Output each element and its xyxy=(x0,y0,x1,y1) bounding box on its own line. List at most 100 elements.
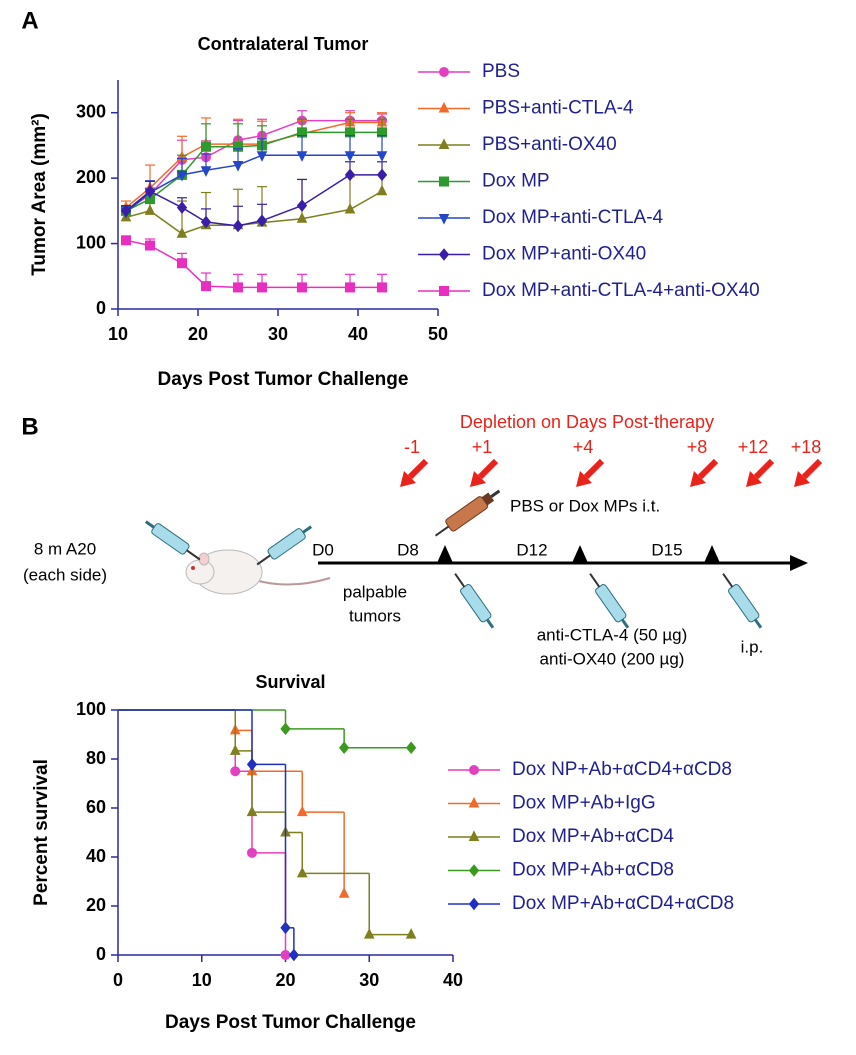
data-point xyxy=(257,282,267,293)
legend-marker xyxy=(438,101,450,113)
data-point xyxy=(296,151,308,162)
injection-label: PBS or Dox MPs i.t. xyxy=(510,496,660,515)
depletion-title: Depletion on Days Post-therapy xyxy=(460,412,714,432)
depletion-arrows xyxy=(400,458,823,487)
data-point xyxy=(201,281,211,292)
timeline-marker xyxy=(704,545,720,563)
data-point xyxy=(376,151,388,162)
x-tick-label: 30 xyxy=(268,324,288,344)
timepoint: D0 xyxy=(312,540,334,559)
data-point xyxy=(338,887,350,898)
data-point xyxy=(288,948,300,962)
timeline-marker xyxy=(572,545,588,563)
x-tick-label: 40 xyxy=(348,324,368,344)
y-tick-label: 100 xyxy=(76,232,106,252)
x-tick-label: 20 xyxy=(188,324,208,344)
data-point xyxy=(256,214,268,227)
data-point xyxy=(344,151,356,162)
data-point xyxy=(296,866,308,878)
y-tick-label: 40 xyxy=(86,846,106,866)
series-line xyxy=(125,190,383,235)
data-point xyxy=(200,215,212,229)
panel-label: B xyxy=(21,413,38,440)
data-point xyxy=(256,151,268,162)
x-tick-label: 10 xyxy=(108,324,128,344)
data-point xyxy=(376,184,388,196)
x-tick-label: 10 xyxy=(192,970,212,990)
timeline-arrow xyxy=(790,555,808,571)
legend-marker xyxy=(469,765,479,775)
legend-label: PBS xyxy=(482,61,520,82)
route-label: i.p. xyxy=(741,637,764,656)
syringes xyxy=(144,520,763,629)
data-point xyxy=(296,805,308,817)
legend-marker xyxy=(439,286,449,296)
y-tick-label: 0 xyxy=(96,944,106,964)
x-tick-label: 0 xyxy=(113,970,123,990)
legend-marker xyxy=(439,176,449,187)
legend-marker xyxy=(438,248,450,261)
timepoint: D12 xyxy=(516,540,547,559)
depletion-day: +12 xyxy=(738,437,769,457)
legend-marker xyxy=(468,864,480,877)
data-point xyxy=(297,282,307,293)
data-point xyxy=(144,184,156,198)
legend-marker xyxy=(468,897,480,911)
data-point xyxy=(246,758,258,771)
syringe-it xyxy=(434,489,501,537)
data-point xyxy=(201,141,211,152)
panel-label: A xyxy=(21,7,38,34)
data-point xyxy=(296,212,308,223)
series-line xyxy=(125,154,382,213)
legend-label: Dox MP+Ab+αCD4 xyxy=(512,826,674,847)
x-tick-label: 30 xyxy=(359,970,379,990)
y-tick-label: 80 xyxy=(86,748,106,768)
data-point xyxy=(405,928,417,939)
data-point xyxy=(296,199,308,212)
data-point xyxy=(344,202,356,214)
data-point xyxy=(345,282,355,293)
data-point xyxy=(247,847,257,858)
data-point xyxy=(246,805,258,817)
antibody-label: anti-OX40 (200 µg) xyxy=(540,649,685,668)
x-axis-label: Days Post Tumor Challenge xyxy=(165,1012,416,1033)
data-point xyxy=(177,258,187,269)
palpable-label: tumors xyxy=(349,606,401,625)
data-point xyxy=(176,227,188,238)
y-tick-label: 0 xyxy=(96,298,106,318)
y-tick-label: 300 xyxy=(76,101,106,121)
series-line xyxy=(125,174,382,227)
data-point xyxy=(229,744,241,755)
data-point xyxy=(377,282,387,293)
legend-label: Dox MP+Ab+IgG xyxy=(512,793,656,814)
x-tick-label: 50 xyxy=(428,324,448,344)
data-point xyxy=(232,219,244,233)
data-point xyxy=(280,921,291,935)
legend-marker xyxy=(439,67,449,77)
timeline-marker xyxy=(437,545,453,563)
x-axis-label: Days Post Tumor Challenge xyxy=(158,369,409,390)
legend-label: Dox MP+anti-OX40 xyxy=(482,244,646,265)
data-point xyxy=(376,168,388,182)
series-line xyxy=(125,239,382,289)
antibody-label: anti-CTLA-4 (50 µg) xyxy=(537,625,688,644)
timepoint: D15 xyxy=(651,540,682,559)
data-point xyxy=(230,766,241,777)
data-point xyxy=(232,161,244,172)
depletion-day: +8 xyxy=(687,437,708,457)
data-point xyxy=(121,235,131,246)
x-tick-label: 20 xyxy=(275,970,295,990)
data-point xyxy=(144,204,156,215)
legend-label: PBS+anti-CTLA-4 xyxy=(482,98,634,119)
mouse xyxy=(185,549,331,595)
data-point xyxy=(363,928,375,939)
data-point xyxy=(145,240,155,251)
legend-marker xyxy=(468,796,480,808)
data-point xyxy=(176,201,188,214)
legend-label: Dox MP+anti-CTLA-4+anti-OX40 xyxy=(482,280,760,301)
depletion-day: -1 xyxy=(404,437,420,457)
depletion-day: +18 xyxy=(791,437,822,457)
chart-title: Contralateral Tumor xyxy=(198,34,369,54)
data-point xyxy=(280,722,291,736)
data-point xyxy=(176,170,188,182)
